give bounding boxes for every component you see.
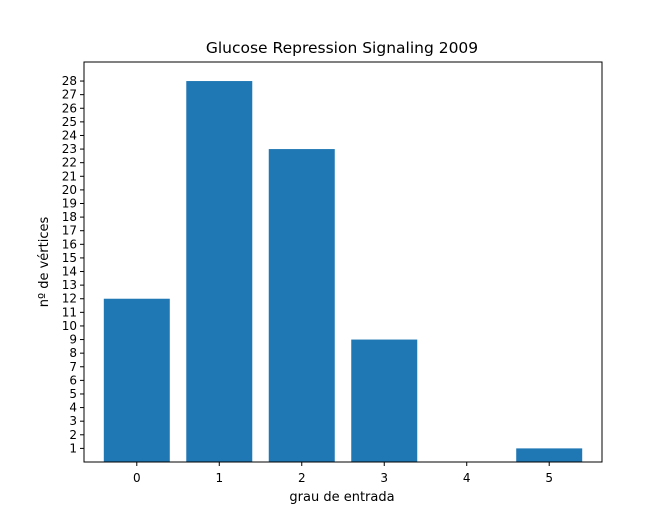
y-tick-label: 18 bbox=[62, 210, 77, 224]
y-tick-label: 27 bbox=[62, 88, 77, 102]
chart-title: Glucose Repression Signaling 2009 bbox=[206, 39, 478, 57]
x-tick-label: 3 bbox=[380, 471, 388, 485]
bar-2 bbox=[268, 149, 335, 462]
bars-group bbox=[103, 81, 583, 463]
x-tick-label: 4 bbox=[463, 471, 471, 485]
y-tick-label: 3 bbox=[69, 414, 77, 428]
y-tick-label: 16 bbox=[62, 237, 77, 251]
y-tick-label: 17 bbox=[62, 224, 77, 238]
y-tick-label: 9 bbox=[69, 333, 77, 347]
bar-5 bbox=[516, 448, 583, 462]
bar-0 bbox=[103, 298, 170, 462]
y-tick-label: 13 bbox=[62, 278, 77, 292]
y-tick-label: 2 bbox=[69, 428, 77, 442]
y-tick-label: 12 bbox=[62, 292, 77, 306]
x-tick-label: 0 bbox=[133, 471, 141, 485]
y-tick-label: 5 bbox=[69, 387, 77, 401]
y-axis-ticks: 1234567891011121314151617181920212223242… bbox=[62, 74, 84, 455]
y-tick-label: 23 bbox=[62, 142, 77, 156]
y-tick-label: 25 bbox=[62, 115, 77, 129]
y-tick-label: 10 bbox=[62, 319, 77, 333]
x-tick-label: 5 bbox=[545, 471, 553, 485]
y-tick-label: 6 bbox=[69, 373, 77, 387]
x-tick-label: 1 bbox=[215, 471, 223, 485]
y-axis-label: nº de vértices bbox=[37, 217, 52, 308]
y-tick-label: 7 bbox=[69, 360, 77, 374]
y-tick-label: 21 bbox=[62, 169, 77, 183]
y-tick-label: 8 bbox=[69, 346, 77, 360]
y-tick-label: 20 bbox=[62, 183, 77, 197]
y-tick-label: 28 bbox=[62, 74, 77, 88]
y-tick-label: 19 bbox=[62, 196, 77, 210]
y-tick-label: 26 bbox=[62, 101, 77, 115]
x-axis-ticks: 0 1 2 3 4 5 bbox=[133, 462, 553, 485]
y-tick-label: 4 bbox=[69, 401, 77, 415]
y-tick-label: 15 bbox=[62, 251, 77, 265]
y-tick-label: 24 bbox=[62, 128, 77, 142]
y-tick-label: 1 bbox=[69, 441, 77, 455]
x-axis-label: grau de entrada bbox=[289, 490, 394, 505]
y-tick-label: 22 bbox=[62, 156, 77, 170]
bar-1 bbox=[186, 81, 253, 463]
plot-frame bbox=[83, 61, 603, 463]
y-tick-label: 11 bbox=[62, 305, 77, 319]
x-tick-label: 2 bbox=[298, 471, 306, 485]
y-tick-label: 14 bbox=[62, 265, 77, 279]
bar-3 bbox=[351, 339, 418, 462]
